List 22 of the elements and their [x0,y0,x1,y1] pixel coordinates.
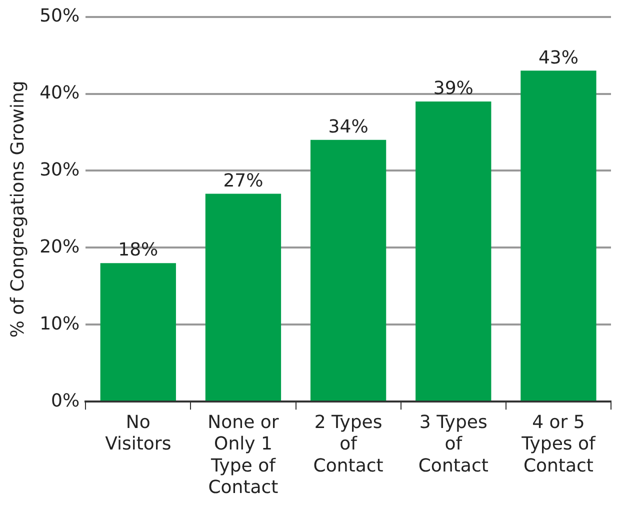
x-tick-label: No Visitors [105,412,172,455]
y-tick-label: 50% [40,5,80,26]
y-tick-label: 0% [51,390,80,412]
y-tick-label: 10% [40,313,80,334]
y-tick-label: 20% [40,236,80,258]
bar [205,194,282,401]
y-axis-title: % of Congregations Growing [7,80,28,338]
data-label: 34% [328,116,368,138]
data-label: 27% [223,170,264,192]
bar [520,70,596,401]
data-label: 43% [538,47,578,68]
data-label: 39% [433,78,474,100]
bar [310,140,386,401]
bar [416,101,492,401]
y-tick-label: 40% [40,82,80,104]
x-tick-label: 2 Types of Contact [313,412,384,476]
x-tick-label: None or Only 1 Type of Contact [208,412,280,498]
x-tick-label: 3 Types of Contact [418,412,488,476]
bar [100,263,176,401]
data-label: 18% [118,240,158,261]
x-tick-label: 4 or 5 Types of Contact [520,412,596,476]
y-tick-label: 30% [40,159,80,180]
